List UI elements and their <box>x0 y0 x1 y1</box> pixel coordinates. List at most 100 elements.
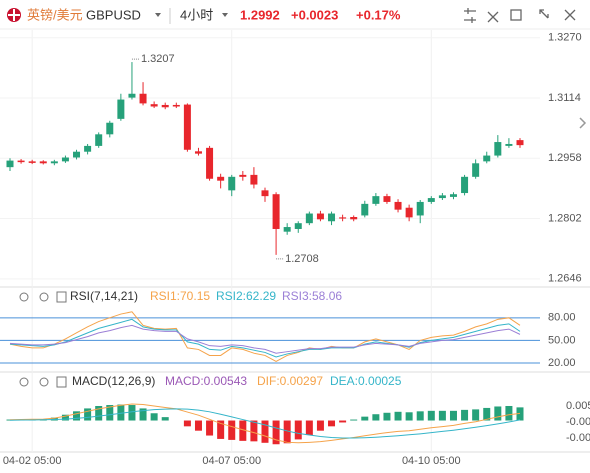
candle-body <box>328 213 336 222</box>
close-button[interactable] <box>564 9 576 21</box>
macd-bar <box>305 420 313 436</box>
visibility-icon[interactable] <box>56 376 67 388</box>
macd-bar <box>505 405 513 421</box>
candle-body <box>117 99 125 119</box>
macd-bar <box>128 405 136 421</box>
collapse-arrow[interactable] <box>579 117 587 129</box>
candle-body <box>272 194 280 229</box>
x-tick-label: 04-10 05:00 <box>402 455 461 467</box>
candle-body <box>194 151 202 154</box>
candle-body <box>350 217 358 220</box>
settings-icon[interactable] <box>19 292 29 302</box>
candle-body <box>339 217 347 219</box>
candle-body <box>28 161 36 163</box>
legend-entry: RSI3:58.06 <box>282 289 342 303</box>
price-change: +0.0023 <box>291 7 338 22</box>
macd-bar <box>161 417 169 421</box>
annotation-label: 1.3207 <box>141 53 175 65</box>
y-tick-label: -0.00724 <box>566 432 590 444</box>
candle-body <box>150 104 158 107</box>
flag-cross <box>8 9 20 21</box>
visibility-icon[interactable] <box>56 291 67 303</box>
indicator-title: RSI(7,14,21) <box>70 289 138 303</box>
macd-bar <box>95 405 103 421</box>
legend-entry: MACD:0.00543 <box>165 374 247 388</box>
macd-bar <box>494 406 502 421</box>
macd-bar <box>73 411 81 421</box>
settings-icon[interactable] <box>39 377 49 387</box>
macd-bar <box>438 410 446 421</box>
candle-body <box>183 104 191 150</box>
symbol-code[interactable]: GBPUSD <box>86 7 141 22</box>
candle-body <box>372 196 380 204</box>
macd-bar <box>328 420 336 427</box>
macd-line <box>9 403 521 444</box>
chart-type-button[interactable] <box>510 9 522 21</box>
macd-bar <box>150 413 158 421</box>
candle-body <box>305 213 313 224</box>
macd-bar <box>294 420 302 440</box>
candle-body <box>39 161 47 164</box>
candle-body <box>217 176 225 181</box>
y-tick-label: 1.2646 <box>548 273 582 285</box>
macd-bar <box>261 420 269 443</box>
draw-button[interactable] <box>487 11 499 23</box>
rsi-line <box>9 324 521 354</box>
settings-icon[interactable] <box>19 377 29 387</box>
candle-body <box>161 104 169 108</box>
y-tick-label: 1.3114 <box>548 92 581 104</box>
candle-body <box>294 223 302 229</box>
indicator-button[interactable] <box>464 8 476 23</box>
macd-bar <box>194 420 202 431</box>
settings-icon[interactable] <box>39 292 49 302</box>
macd-bar <box>405 412 413 421</box>
candle-body <box>438 195 446 199</box>
y-tick-label: 50.00 <box>548 334 576 346</box>
candle-body <box>416 201 424 216</box>
indicator-title: MACD(12,26,9) <box>72 374 155 388</box>
y-tick-label: 1.3270 <box>548 32 582 44</box>
macd-bar <box>250 420 258 442</box>
symbol-name[interactable]: 英镑/美元 <box>27 7 83 22</box>
macd-line <box>9 408 521 439</box>
macd-bar <box>84 408 92 421</box>
macd-bar <box>139 408 147 421</box>
candle-body <box>73 151 81 158</box>
fullscreen-button[interactable] <box>539 9 549 19</box>
candle-body <box>6 160 14 168</box>
last-price: 1.2992 <box>240 7 280 22</box>
macd-bar <box>427 410 435 421</box>
macd-bar <box>272 420 280 445</box>
dropdown-icon[interactable] <box>222 13 228 17</box>
rsi-line <box>9 318 521 358</box>
candle-body <box>250 174 258 185</box>
candle-body <box>261 190 269 197</box>
candle-body <box>17 160 25 163</box>
dropdown-icon[interactable] <box>155 13 161 17</box>
candle-body <box>206 147 214 179</box>
y-tick-label: 1.2802 <box>548 212 582 224</box>
x-tick-label: 04-02 05:00 <box>3 455 62 467</box>
candle-body <box>516 140 524 146</box>
candle-body <box>505 143 513 146</box>
candle-body <box>61 157 69 162</box>
macd-bar <box>383 412 391 421</box>
candle-body <box>394 201 402 210</box>
macd-bar <box>217 420 225 439</box>
macd-bar <box>394 411 402 421</box>
candle-body <box>283 227 291 232</box>
macd-bar <box>316 420 324 431</box>
interval[interactable]: 4小时 <box>180 7 213 22</box>
macd-bar <box>350 419 358 421</box>
macd-bar <box>283 420 291 444</box>
y-tick-label: -0.00063 <box>566 416 590 428</box>
candle-body <box>405 207 413 218</box>
macd-bar <box>117 404 125 421</box>
macd-bar <box>228 420 236 440</box>
macd-bar <box>516 407 524 421</box>
candle-body <box>95 134 103 146</box>
candle-body <box>172 104 180 107</box>
y-tick-label: 1.2958 <box>548 152 582 164</box>
annotation-label: 1.2708 <box>285 253 319 265</box>
